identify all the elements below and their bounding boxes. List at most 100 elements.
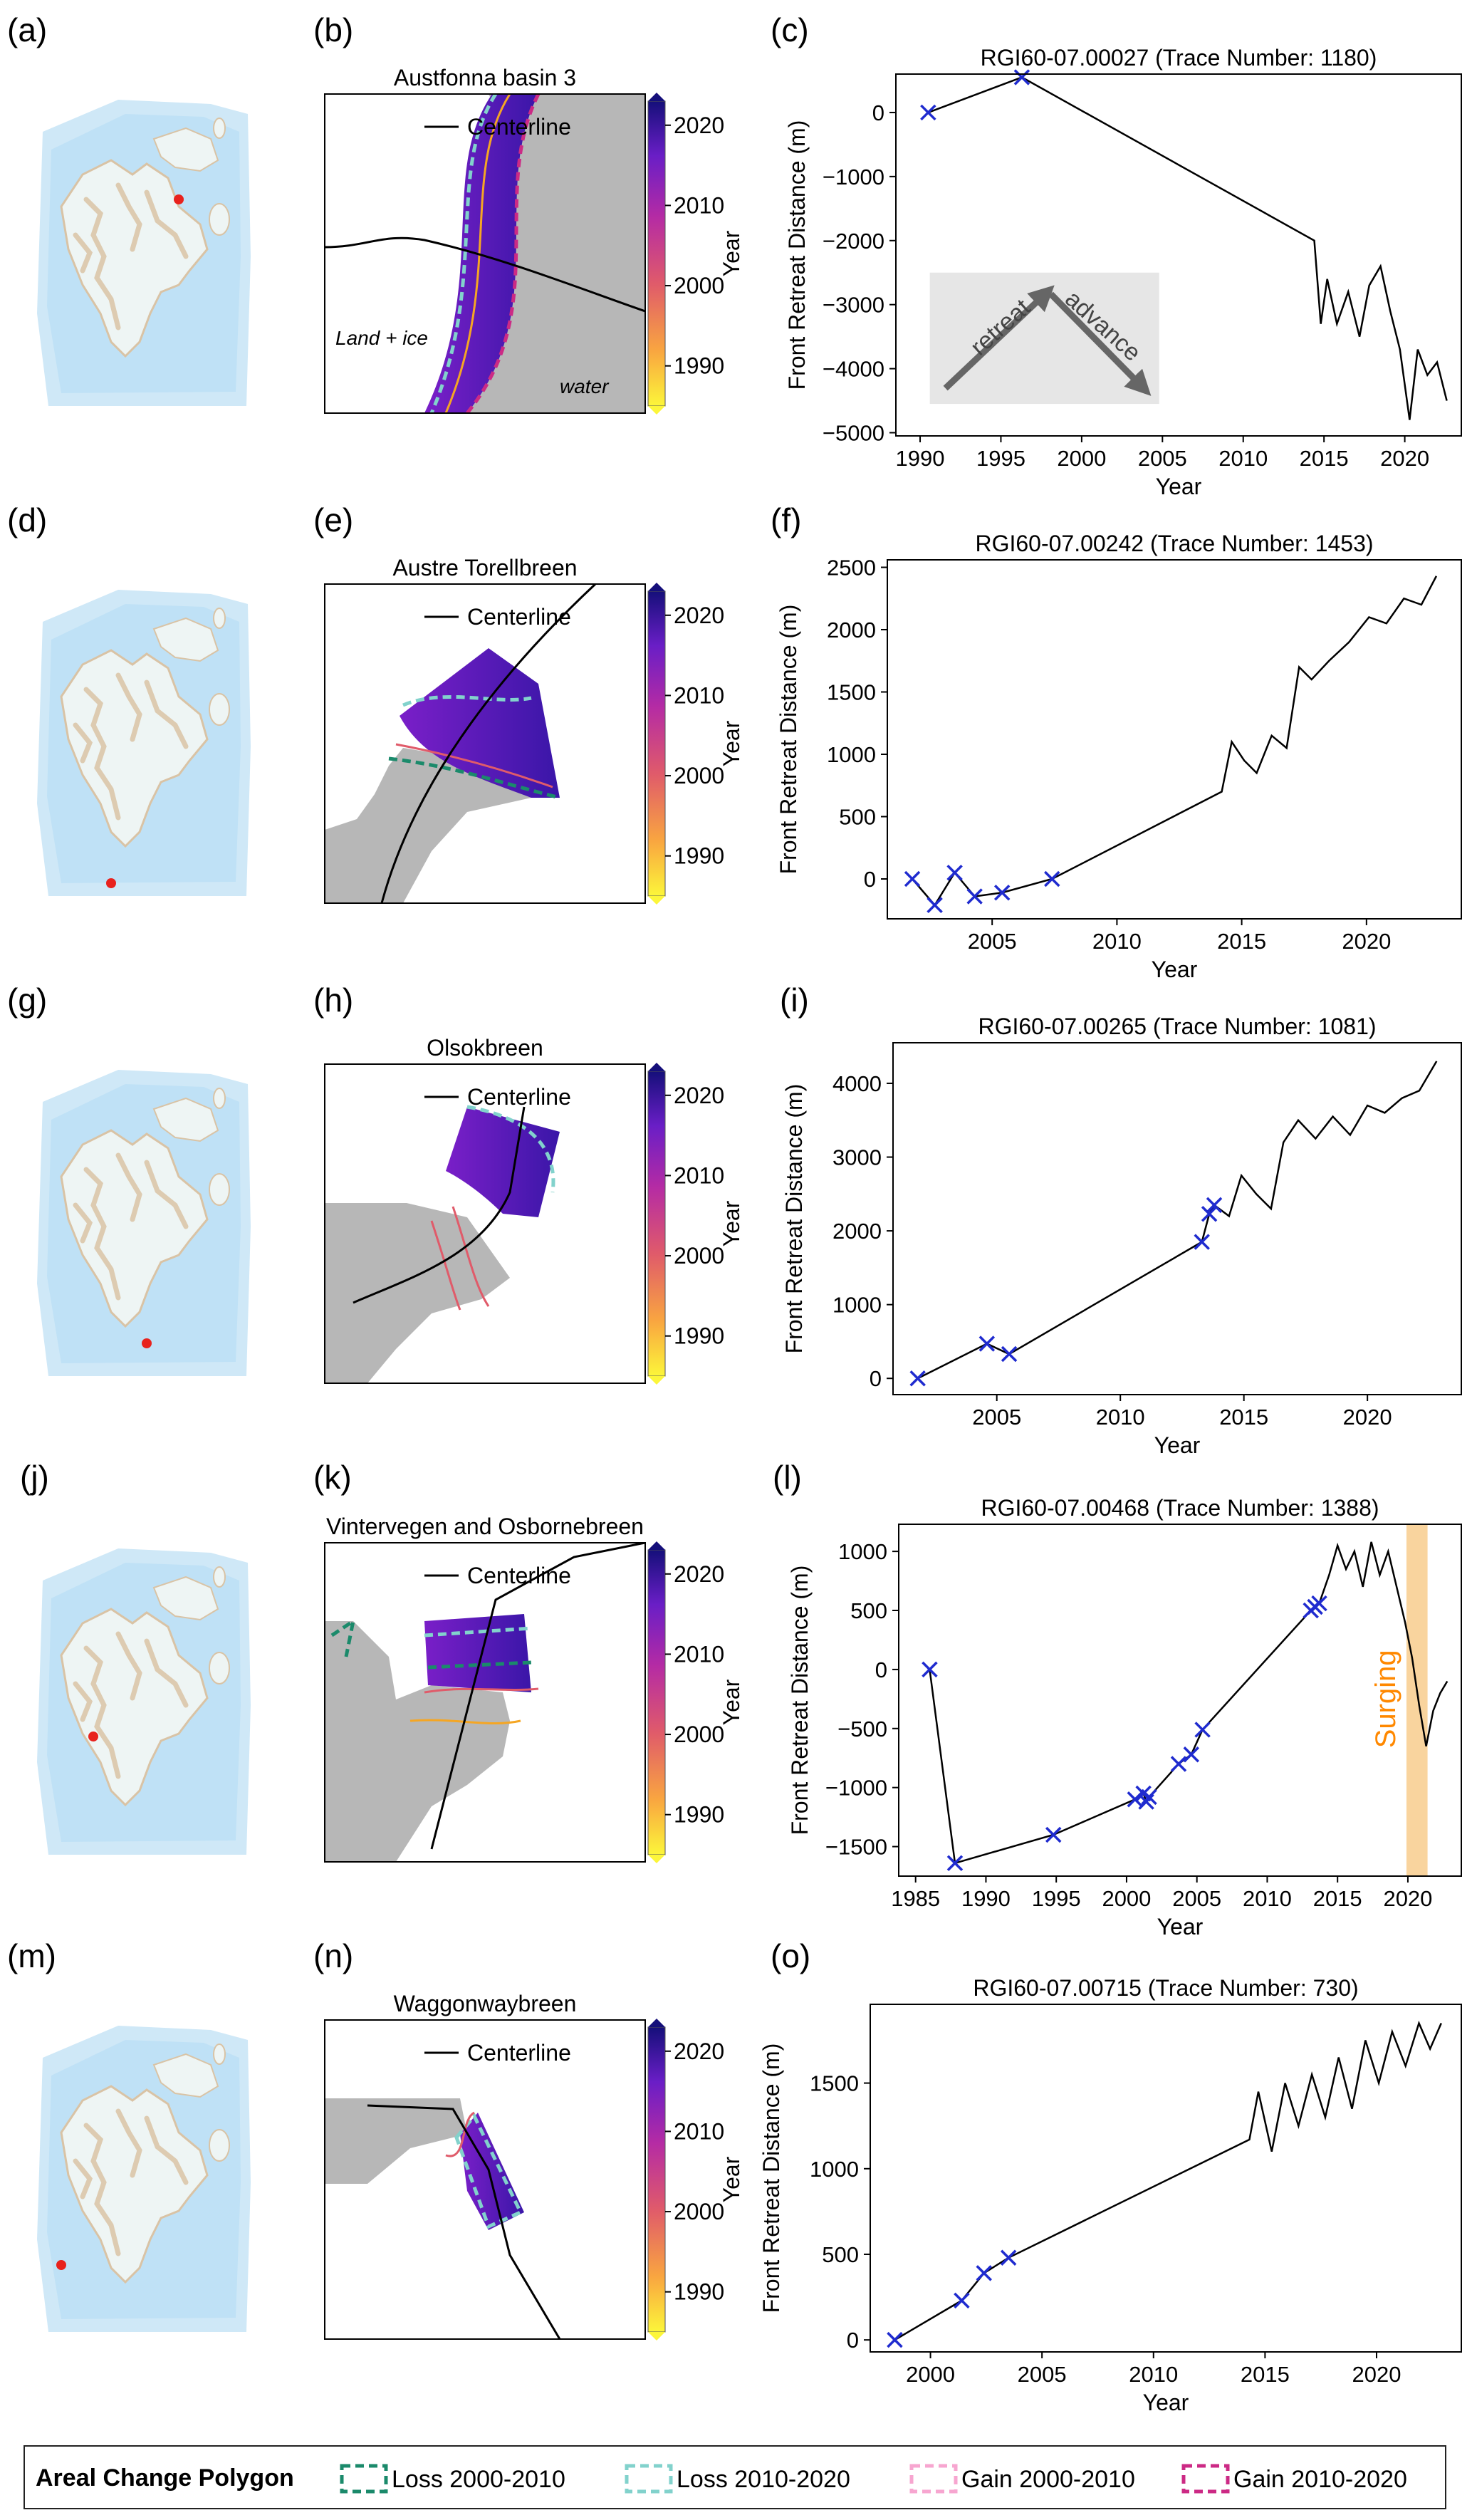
observation-marker [946, 865, 963, 881]
x-tick-label: 2020 [1343, 1405, 1392, 1430]
y-tick-label: 2500 [827, 556, 876, 580]
legend-label-loss-2000-2010: Loss 2000-2010 [392, 2466, 565, 2493]
colorbar-tick-label: 2010 [674, 1641, 724, 1667]
centerline [367, 2104, 561, 2339]
observation-marker [1194, 1722, 1211, 1738]
colorbar-tick-label: 2010 [674, 1162, 724, 1188]
edgeoya [209, 1173, 230, 1206]
x-axis-label: Year [1156, 474, 1202, 499]
colorbar-extend-top [648, 1541, 665, 1550]
colorbar-tick-label: 2020 [674, 113, 724, 138]
front-frame [324, 2019, 646, 2340]
row-3: (g) (h) (i) [7, 982, 809, 1019]
x-tick-label: 1990 [961, 1886, 1011, 1911]
edgeoya [209, 1652, 230, 1685]
retreat-line [927, 76, 1448, 420]
colorbar [647, 1071, 666, 1377]
colorbar-tick-label: 2000 [674, 1722, 724, 1747]
panel-label-map: (d) [7, 501, 47, 538]
x-tick-label: 2010 [1218, 446, 1268, 471]
x-tick-label: 2000 [1102, 1886, 1151, 1911]
colorbar-label: Year [719, 1200, 744, 1246]
annotation-water: water [560, 375, 610, 397]
nordaustlandet [152, 1576, 219, 1621]
retreat-line [929, 1541, 1448, 1865]
retreat-arrow [943, 285, 1055, 391]
observation-marker [1194, 1234, 1210, 1250]
y-axis-label: Front Retreat Distance (m) [758, 2043, 784, 2313]
observation-marker [1045, 1826, 1062, 1843]
chart-title: RGI60-07.00027 (Trace Number: 1180) [981, 45, 1377, 71]
y-tick-label: 1000 [810, 2157, 859, 2182]
x-tick-label: 2010 [1096, 1405, 1145, 1430]
front-lines [424, 1614, 531, 1692]
observation-marker [1001, 1345, 1018, 1363]
y-tick-label: −2000 [823, 229, 884, 254]
retreat-line [912, 576, 1438, 907]
observation-marker [922, 1661, 938, 1678]
observation-marker [1044, 870, 1060, 887]
x-tick-label: 2005 [1172, 1886, 1221, 1911]
svalbard-map [37, 1070, 251, 1376]
y-tick-label: 1500 [827, 680, 876, 705]
centerline-legend-label: Centerline [467, 114, 571, 140]
y-axis-label: Front Retreat Distance (m) [776, 605, 801, 875]
x-tick-label: 2010 [1243, 1886, 1292, 1911]
front-frame [324, 93, 646, 414]
chart-frame [895, 73, 1462, 437]
land-mask [325, 1621, 510, 1862]
colorbar-extend-bottom [648, 1376, 665, 1385]
observation-marker [1311, 1595, 1327, 1612]
observation-marker [946, 1855, 964, 1872]
nordaustlandet [152, 127, 219, 172]
panel-label-front: (e) [313, 501, 353, 538]
panel-label-front: (b) [313, 11, 353, 48]
legend-label-loss-2010-2020: Loss 2010-2020 [677, 2466, 850, 2493]
observation-marker [1138, 1793, 1154, 1810]
x-tick-label: 2020 [1352, 2362, 1401, 2387]
x-tick-label: 1995 [1032, 1886, 1081, 1911]
nordaustlandet [152, 1097, 219, 1142]
land-mask [325, 748, 531, 903]
x-axis-label: Year [1143, 2390, 1189, 2415]
x-tick-label: 2015 [1313, 1886, 1362, 1911]
colorbar-tick-label: 1990 [674, 2279, 724, 2305]
site-marker [88, 1732, 98, 1741]
front-title: Olsokbreen [427, 1035, 543, 1061]
kvitoya [213, 2043, 226, 2065]
site-marker [174, 194, 184, 204]
front-title: Vintervegen and Osbornebreen [326, 1514, 644, 1539]
colorbar-tick-label: 2010 [674, 192, 724, 218]
chart-frame [898, 1524, 1462, 1877]
front-content [325, 584, 597, 903]
colorbar-tick-label: 1990 [674, 843, 724, 869]
colorbar [647, 1549, 666, 1855]
areal-change-legend: Areal Change Polygon Loss 2000-2010 Loss… [24, 2445, 1446, 2509]
x-axis-label: Year [1152, 957, 1198, 982]
svalbard-map [37, 1548, 251, 1855]
loss-2010-2020-polygon [454, 2113, 523, 2229]
observation-marker [1201, 1206, 1218, 1222]
x-tick-label: 2020 [1380, 446, 1429, 471]
panel-label-front: (n) [313, 1937, 353, 1974]
panel-label-map: (m) [7, 1937, 56, 1974]
observation-marker [1206, 1197, 1223, 1214]
retreat-chart: RGI60-07.00468 (Trace Number: 1388) Surgi… [787, 1495, 1462, 1940]
mid-front [424, 1687, 539, 1694]
retreat-line [917, 1061, 1438, 1380]
site-marker [56, 2260, 66, 2270]
panel-label-chart: (f) [771, 501, 801, 538]
y-tick-label: 2000 [832, 1219, 882, 1244]
observation-marker [909, 1370, 926, 1387]
y-tick-label: −1000 [823, 165, 884, 189]
front-content [325, 1543, 645, 1862]
x-tick-label: 2020 [1383, 1886, 1432, 1911]
colorbar-extend-top [648, 2019, 665, 2027]
y-tick-label: 2000 [827, 618, 876, 642]
chart-title: RGI60-07.00468 (Trace Number: 1388) [981, 1495, 1379, 1521]
colorbar-tick-label: 2000 [674, 2199, 724, 2224]
loss-2010-2020-polygon [424, 1626, 532, 1638]
colorbar-tick-label: 2020 [674, 1083, 724, 1108]
observation-marker [1141, 1789, 1157, 1806]
colorbar-extend-top [648, 583, 665, 591]
